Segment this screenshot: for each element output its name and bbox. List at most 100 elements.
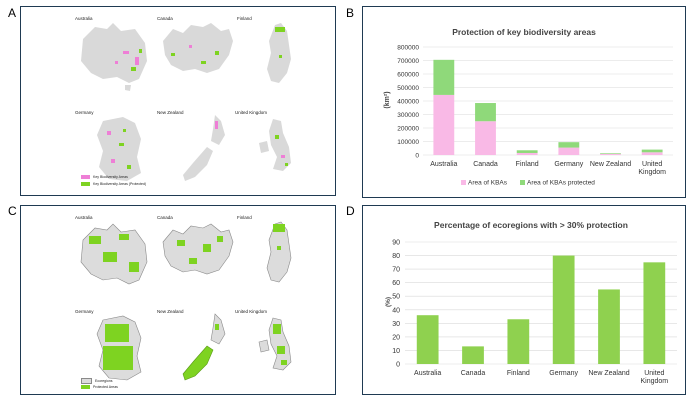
- y-tick-label: 30: [392, 321, 400, 328]
- x-tick-label: Australia: [414, 370, 441, 377]
- bar-kba-area: [558, 147, 580, 155]
- bar: [552, 255, 575, 364]
- x-tick-label: United Kingdom: [641, 370, 669, 385]
- map-label-finland: Finland: [237, 215, 252, 220]
- bar: [643, 262, 666, 364]
- map-a-legend-item-kba-protected: Key Biodiversity Areas (Protected): [81, 182, 146, 186]
- map-finland: [266, 221, 292, 283]
- y-tick-label: 600000: [397, 72, 419, 79]
- legend-label: Area of KBAs protected: [527, 180, 595, 187]
- y-tick-label: 70: [392, 267, 400, 274]
- y-tick-label: 20: [392, 334, 400, 341]
- bar-kba-area: [516, 152, 538, 155]
- map-label-united-kingdom: United Kingdom: [235, 309, 268, 314]
- map-australia: [80, 223, 148, 285]
- legend-label: Protected Areas: [93, 385, 118, 389]
- map-australia: [81, 23, 147, 91]
- y-tick-label: 0: [415, 153, 419, 160]
- bar: [598, 289, 620, 364]
- legend-label: Key Biodiversity Areas (Protected): [93, 182, 147, 186]
- y-tick-label: 800000: [397, 45, 419, 52]
- kba-maps-svg: [81, 23, 291, 181]
- map-label-germany: Germany: [75, 309, 94, 314]
- legend-label: Key Biodiversity Areas: [93, 175, 128, 179]
- ecoregion-protection-chart: Percentage of ecoregions with > 30% prot…: [385, 220, 677, 385]
- y-tick-label: 500000: [397, 85, 419, 92]
- map-germany: [96, 315, 142, 381]
- map-label-germany: Germany: [75, 110, 94, 115]
- x-tick-label: Canada: [473, 161, 498, 168]
- chart-title: Protection of key biodiversity areas: [452, 27, 596, 37]
- panel-label-d: D: [346, 204, 355, 218]
- y-tick-label: 300000: [397, 112, 419, 119]
- chart-title: Percentage of ecoregions with > 30% prot…: [434, 220, 628, 230]
- legend-label: Ecoregions: [95, 379, 113, 383]
- map-label-new-zealand: New Zealand: [157, 309, 184, 314]
- y-tick-label: 90: [392, 240, 400, 247]
- map-label-australia: Australia: [75, 16, 93, 21]
- bar-kba-area: [475, 121, 496, 155]
- y-tick-label: 700000: [397, 58, 419, 65]
- y-tick-label: 80: [392, 253, 400, 260]
- panel-c-ecoregion-maps: Australia Canada Finland Germany New Zea…: [20, 205, 336, 395]
- bar-kba-area: [600, 153, 621, 155]
- bar-kba-protected: [600, 153, 621, 154]
- panel-label-c: C: [8, 204, 17, 218]
- y-tick-label: 200000: [397, 126, 419, 133]
- map-a-legend-item-kba: Key Biodiversity Areas: [81, 175, 128, 179]
- bar: [416, 315, 439, 364]
- panel-label-a: A: [8, 6, 17, 20]
- bar-kba-protected: [641, 149, 663, 153]
- map-united-kingdom: [259, 119, 291, 171]
- x-tick-label: Finland: [507, 370, 530, 377]
- x-tick-label: Germany: [554, 161, 583, 168]
- bar: [462, 346, 484, 364]
- bar-kba-area: [433, 94, 455, 155]
- y-tick-label: 0: [396, 362, 400, 369]
- y-tick-label: 100000: [397, 139, 419, 146]
- map-label-canada: Canada: [157, 215, 173, 220]
- bar-kba-protected: [516, 150, 538, 153]
- legend-swatch: [81, 175, 90, 179]
- bar-kba-area: [641, 152, 663, 155]
- y-axis-label: (%): [385, 297, 392, 307]
- kba-protection-chart: Protection of key biodiversity areas (km…: [384, 27, 673, 187]
- legend-swatch: [81, 385, 90, 389]
- map-canada: [162, 223, 234, 275]
- map-canada: [163, 23, 233, 73]
- y-tick-label: 50: [392, 294, 400, 301]
- y-tick-label: 40: [392, 307, 400, 314]
- ecoregion-maps-svg: [80, 221, 292, 381]
- map-germany: [97, 117, 141, 181]
- y-tick-label: 400000: [397, 99, 419, 106]
- bar-kba-protected: [475, 103, 496, 122]
- y-axis-label: (km²): [384, 91, 391, 108]
- map-label-new-zealand: New Zealand: [157, 110, 184, 115]
- map-label-finland: Finland: [237, 16, 252, 21]
- x-tick-label: United Kingdom: [638, 161, 666, 176]
- legend-swatch: [81, 378, 92, 384]
- y-tick-label: 10: [392, 348, 400, 355]
- panel-b-kba-protection-chart: Protection of key biodiversity areas (km…: [362, 6, 686, 198]
- x-tick-label: Australia: [430, 161, 457, 168]
- panel-d-ecoregion-protection-chart: Percentage of ecoregions with > 30% prot…: [362, 205, 686, 395]
- y-tick-label: 60: [392, 280, 400, 287]
- x-tick-label: Canada: [461, 370, 486, 377]
- map-new-zealand: [183, 115, 225, 181]
- map-finland: [267, 23, 291, 83]
- legend-swatch: [461, 180, 466, 185]
- x-tick-label: Germany: [549, 370, 578, 377]
- x-tick-label: New Zealand: [588, 370, 629, 377]
- map-label-australia: Australia: [75, 215, 93, 220]
- bar-kba-protected: [433, 59, 455, 95]
- x-tick-label: Finland: [516, 161, 539, 168]
- legend-swatch: [81, 182, 90, 186]
- map-c-legend-item-protected-areas: Protected Areas: [81, 385, 118, 389]
- legend-label: Area of KBAs: [468, 180, 508, 187]
- map-label-canada: Canada: [157, 16, 173, 21]
- bar: [507, 319, 530, 364]
- map-label-united-kingdom: United Kingdom: [235, 110, 268, 115]
- panel-a-kba-maps: Australia Canada Finland Germany New Zea…: [20, 6, 336, 196]
- bar-kba-protected: [558, 142, 580, 148]
- panel-label-b: B: [346, 6, 355, 20]
